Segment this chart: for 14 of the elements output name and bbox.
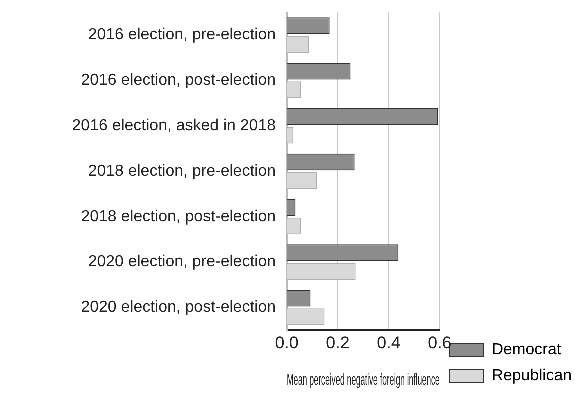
y-tick-label: 2016 election, pre-election [88, 26, 276, 44]
y-tick-label: 2020 election, pre-election [88, 254, 276, 271]
x-tick-label: 0.4 [377, 333, 401, 352]
y-tick-label: 2016 election, asked in 2018 [72, 118, 276, 135]
x-tick-label: 0.2 [326, 333, 350, 352]
y-tick-label: 2018 election, post-election [81, 208, 276, 226]
y-tick-label: 2018 election, pre-election [88, 162, 276, 180]
legend-label: Republican [492, 367, 572, 384]
y-tick-label: 2016 election, post-election [81, 72, 276, 90]
x-axis-title: Mean perceived negative foreign influence [287, 370, 440, 389]
x-tick-label: 0.0 [275, 333, 299, 352]
x-tick-label: 0.6 [428, 333, 452, 352]
legend-label: Democrat [492, 341, 562, 358]
y-tick-label: 2020 election, post-election [81, 299, 276, 316]
